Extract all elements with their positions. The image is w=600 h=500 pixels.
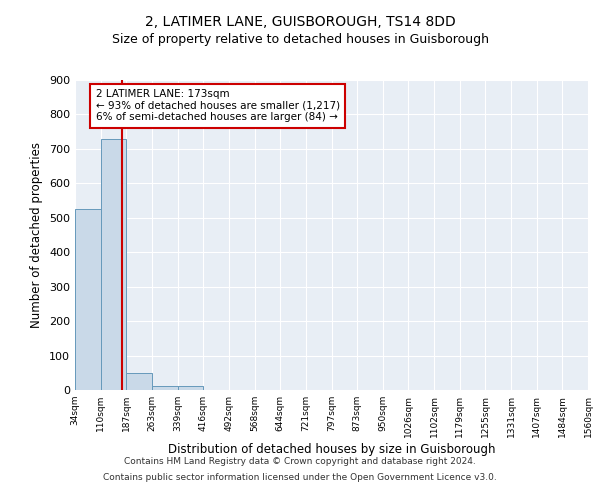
Text: Size of property relative to detached houses in Guisborough: Size of property relative to detached ho… — [112, 32, 488, 46]
Bar — [178, 386, 203, 390]
Bar — [101, 138, 127, 390]
Text: 2 LATIMER LANE: 173sqm
← 93% of detached houses are smaller (1,217)
6% of semi-d: 2 LATIMER LANE: 173sqm ← 93% of detached… — [95, 90, 340, 122]
Bar — [127, 374, 152, 390]
Text: 2, LATIMER LANE, GUISBOROUGH, TS14 8DD: 2, LATIMER LANE, GUISBOROUGH, TS14 8DD — [145, 15, 455, 29]
Text: Contains HM Land Registry data © Crown copyright and database right 2024.: Contains HM Land Registry data © Crown c… — [124, 458, 476, 466]
Bar — [75, 209, 101, 390]
Bar — [152, 386, 178, 390]
Text: Contains public sector information licensed under the Open Government Licence v3: Contains public sector information licen… — [103, 472, 497, 482]
X-axis label: Distribution of detached houses by size in Guisborough: Distribution of detached houses by size … — [168, 442, 495, 456]
Y-axis label: Number of detached properties: Number of detached properties — [31, 142, 43, 328]
